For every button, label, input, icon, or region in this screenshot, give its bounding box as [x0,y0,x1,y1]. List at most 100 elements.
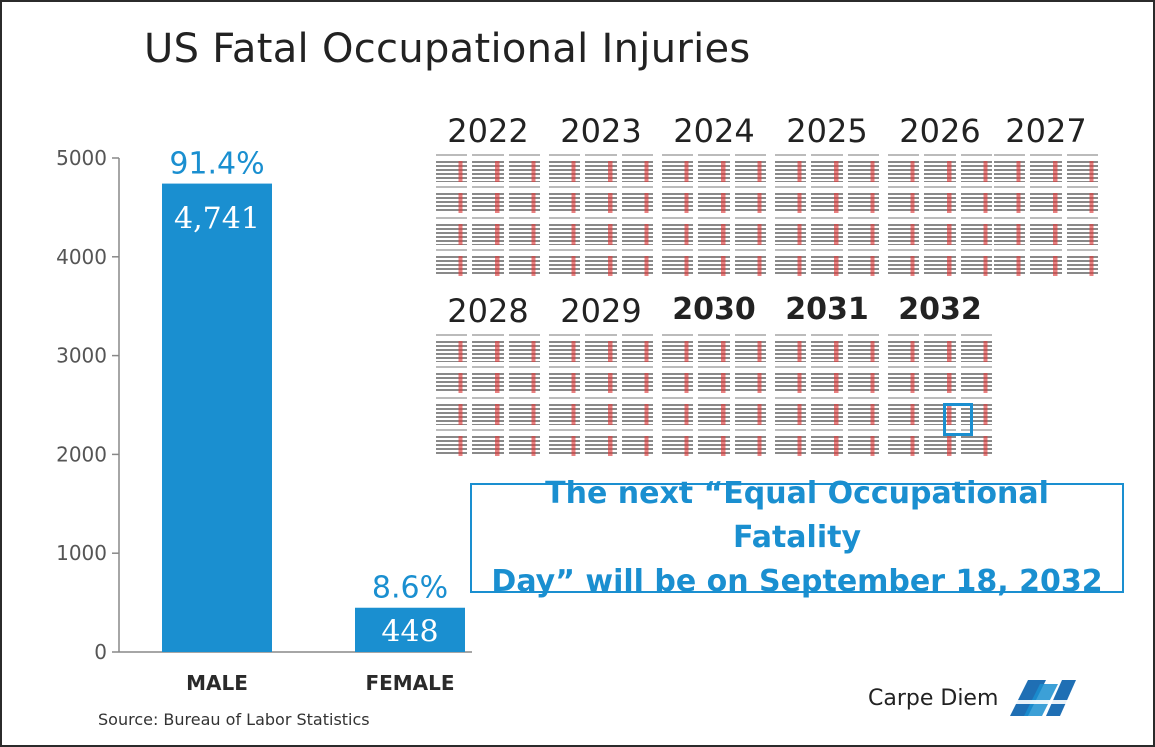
calendar-2029: 2029 [545,292,657,462]
calendar-month [811,248,843,276]
logo-text: Carpe Diem [868,685,999,711]
calendar-month [662,185,694,213]
calendar-month [1030,217,1062,245]
calendar-month [436,217,468,245]
calendar-months [888,334,992,456]
calendar-month [621,248,653,276]
y-tick-label: 3000 [56,344,107,368]
category-label: FEMALE [365,671,454,695]
calendar-year-label: 2028 [447,292,529,330]
calendar-2030: 2030 [658,292,770,462]
calendar-month [585,154,617,182]
calendar-month [847,154,879,182]
percent-label: 8.6% [372,571,448,606]
calendar-month [508,248,540,276]
calendar-month [585,217,617,245]
calendar-2022: 2022 [432,112,544,282]
percent-label: 91.4% [169,147,264,182]
calendar-month [585,334,617,362]
calendar-year-label: 2029 [560,292,642,330]
calendar-month [549,397,581,425]
calendar-month [662,248,694,276]
calendar-month [549,185,581,213]
calendar-month [549,248,581,276]
calendar-month [960,365,992,393]
value-label: 448 [381,615,438,650]
callout-text: The next “Equal Occupational Fatality Da… [472,472,1122,604]
calendar-month [924,365,956,393]
calendar-month [960,154,992,182]
calendar-month [924,217,956,245]
calendar-month [549,428,581,456]
calendar-month [662,154,694,182]
calendar-month [436,185,468,213]
calendar-months [888,154,992,276]
calendar-month [811,185,843,213]
calendar-month [775,365,807,393]
calendar-year-label: 2026 [899,112,981,150]
calendar-2024: 2024 [658,112,770,282]
calendar-month [847,248,879,276]
calendar-month [994,185,1026,213]
calendar-month [960,334,992,362]
calendar-2028: 2028 [432,292,544,462]
calendar-month [1030,248,1062,276]
calendar-month [734,185,766,213]
calendar-month [888,397,920,425]
calendar-month [775,154,807,182]
calendar-month [472,365,504,393]
calendar-month [847,334,879,362]
calendar-month [1066,248,1098,276]
y-tick-label: 1000 [56,541,107,565]
calendar-month [662,397,694,425]
calendar-month [888,248,920,276]
calendar-2023: 2023 [545,112,657,282]
calendar-2031: 2031 [771,292,883,462]
highlighted-month-box [943,403,973,436]
calendar-month [847,365,879,393]
calendar-month [436,397,468,425]
calendar-month [847,428,879,456]
calendar-month [549,217,581,245]
calendar-month [960,248,992,276]
calendar-months [436,154,540,276]
calendar-year-label: 2023 [560,112,642,150]
calendar-month [698,428,730,456]
calendar-month [734,365,766,393]
calendar-months [549,154,653,276]
calendar-month [549,334,581,362]
calendar-month [436,365,468,393]
calendar-month [888,217,920,245]
calendar-month [436,154,468,182]
calendar-month [811,428,843,456]
category-label: MALE [186,671,248,695]
calendar-month [888,334,920,362]
calendar-month [1030,154,1062,182]
calendar-month [924,248,956,276]
calendar-grid: 2022 2023 2024 2025 2026 2027 2028 2029 2030 2031… [432,112,1112,472]
calendar-month [888,428,920,456]
calendar-month [698,154,730,182]
calendar-year-label: 2024 [673,112,755,150]
calendar-month [621,397,653,425]
calendar-month [585,397,617,425]
calendar-month [734,334,766,362]
calendar-month [585,428,617,456]
calendar-month [508,217,540,245]
calendar-month [698,185,730,213]
calendar-month [1066,154,1098,182]
calendar-month [549,365,581,393]
y-axis: 0 1000 2000 3000 4000 5000 [56,146,472,664]
calendar-month [472,217,504,245]
calendar-month [847,217,879,245]
calendar-month [436,334,468,362]
calendar-month [472,154,504,182]
calendar-year-label: 2027 [1005,112,1087,150]
calendar-2025: 2025 [771,112,883,282]
calendar-month [698,248,730,276]
calendar-month [775,185,807,213]
calendar-month [508,334,540,362]
calendar-month [775,217,807,245]
bar-labels: 91.4% 4,741 MALE 8.6% 448 FEMALE [169,147,454,695]
